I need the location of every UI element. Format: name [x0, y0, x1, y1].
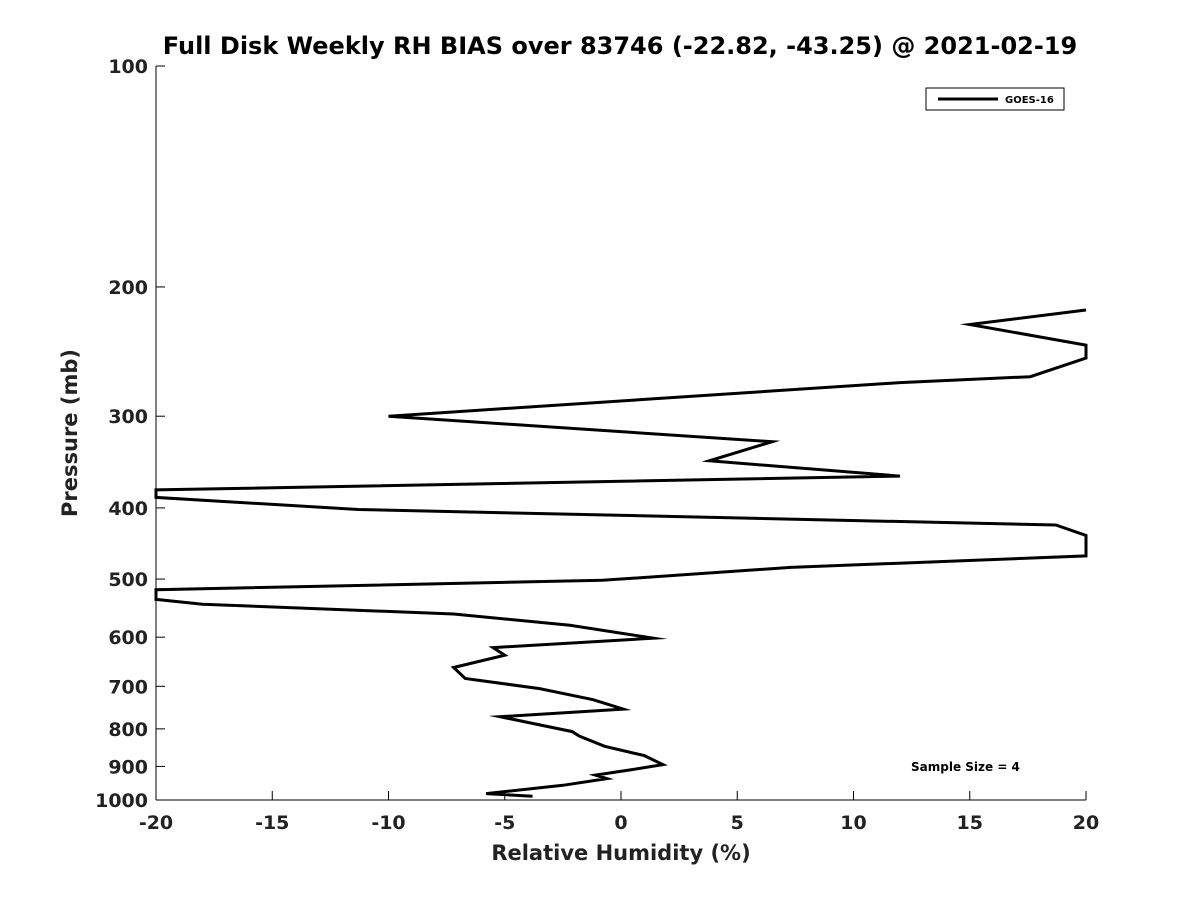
y-axis-label: Pressure (mb) [58, 349, 82, 517]
y-tick-label: 300 [108, 406, 148, 428]
y-ticks: 100 200 300 400 500 600 700 800 900 1000 [95, 56, 165, 812]
series-line-goes-16 [154, 308, 1088, 798]
y-tick-label: 600 [108, 627, 148, 649]
series-group [154, 308, 1088, 798]
y-tick-label: 900 [108, 756, 148, 778]
y-tick-label: 400 [108, 498, 148, 520]
y-tick-label: 500 [108, 569, 148, 591]
x-tick-label: -10 [371, 812, 405, 834]
x-tick-label: -15 [255, 812, 289, 834]
x-tick-label: -5 [494, 812, 515, 834]
y-tick-label: 800 [108, 719, 148, 741]
x-tick-label: -20 [139, 812, 173, 834]
x-ticks: -20 -15 -10 -5 0 5 10 15 20 [139, 791, 1099, 834]
x-tick-label: 5 [731, 812, 744, 834]
y-tick-label: 100 [108, 56, 148, 78]
legend[interactable]: GOES-16 [925, 87, 1065, 111]
y-tick-label: 700 [108, 676, 148, 698]
y-tick-label: 1000 [95, 790, 148, 812]
legend-label: GOES-16 [1005, 95, 1054, 106]
y-tick-label: 200 [108, 277, 148, 299]
x-tick-label: 15 [957, 812, 983, 834]
x-tick-label: 20 [1073, 812, 1099, 834]
x-tick-label: 0 [614, 812, 627, 834]
sample-size-annotation: Sample Size = 4 [911, 760, 1020, 774]
x-tick-label: 10 [840, 812, 866, 834]
x-axis-label: Relative Humidity (%) [491, 841, 750, 865]
chart-title: Full Disk Weekly RH BIAS over 83746 (-22… [163, 32, 1077, 60]
